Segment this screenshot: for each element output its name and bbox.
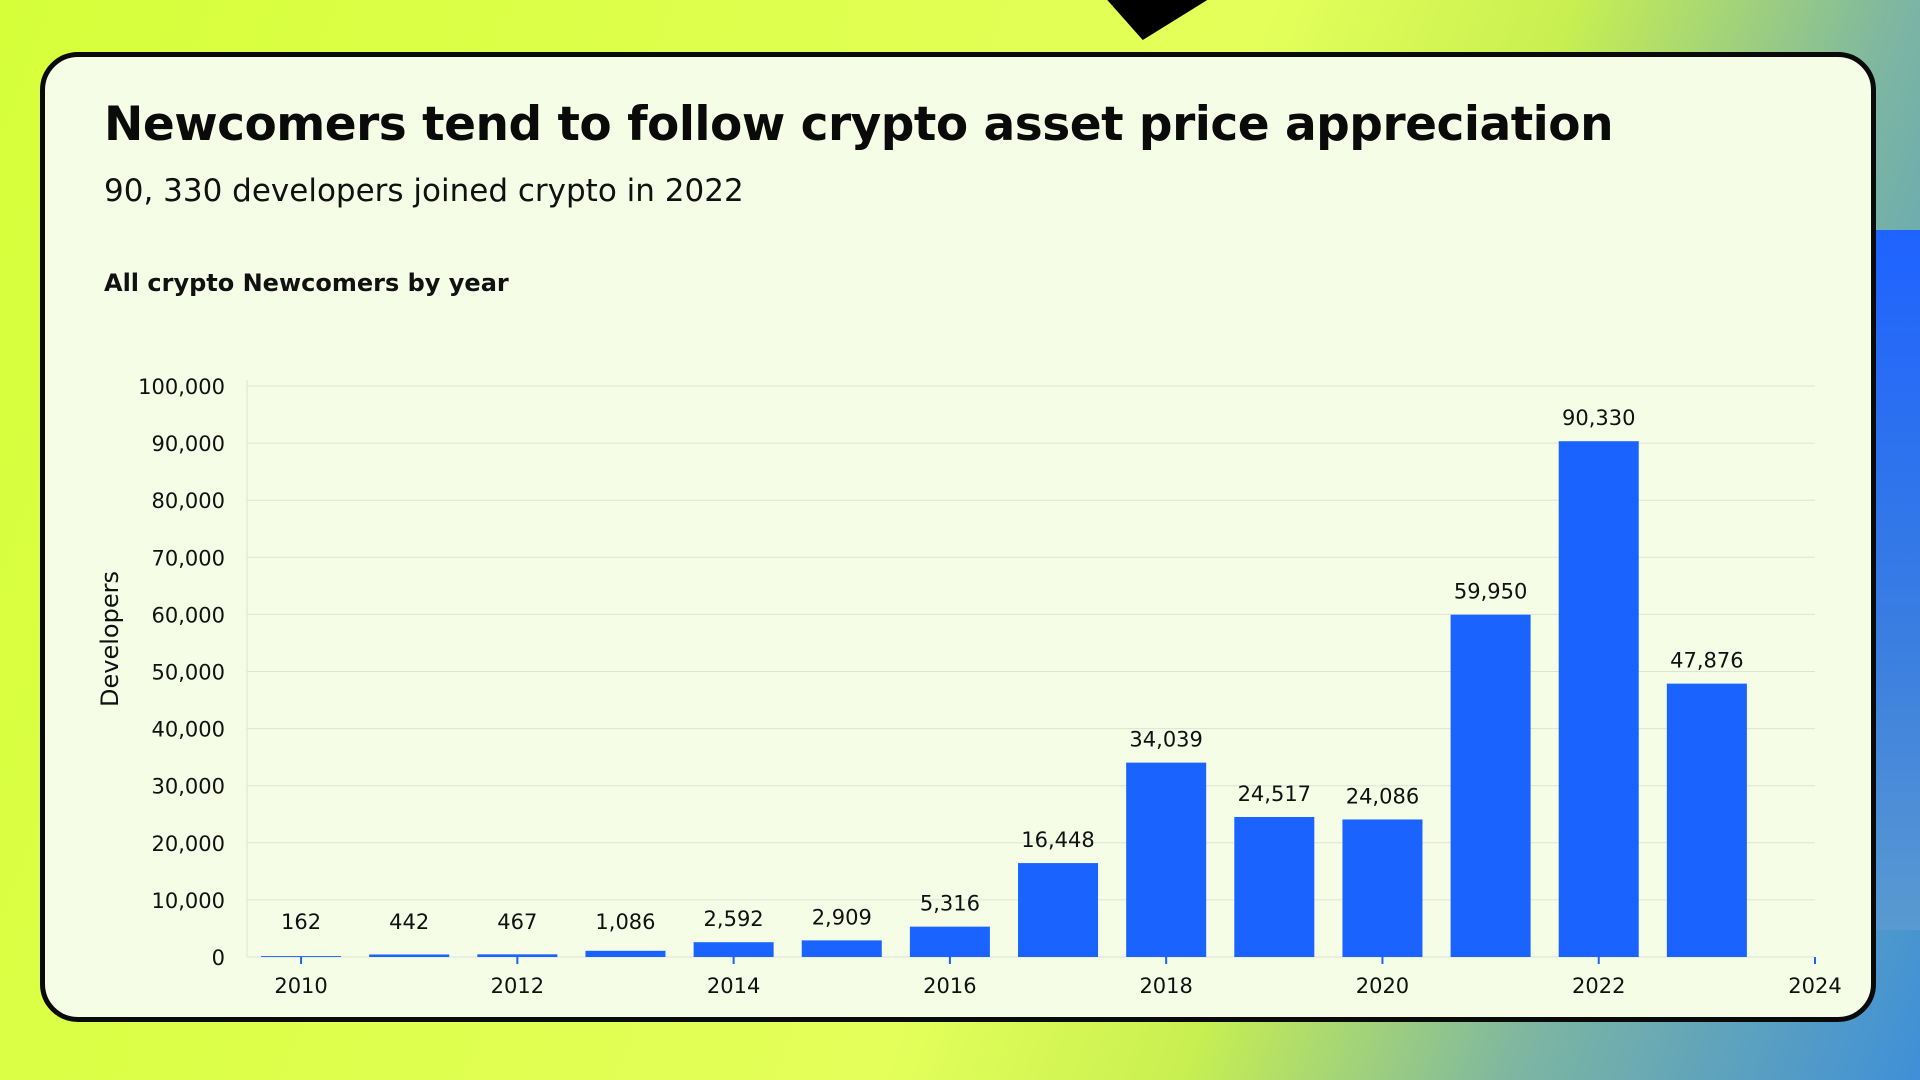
bar [1558,441,1639,957]
y-axis-label: Developers [96,571,124,707]
bar [1666,683,1747,957]
x-tick-label: 2024 [1788,974,1841,998]
data-label: 2,909 [812,905,872,929]
x-tick-label: 2012 [491,974,544,998]
bar [1342,819,1423,957]
bars [261,441,1747,957]
y-tick-label: 20,000 [152,832,225,856]
data-label: 2,592 [704,907,764,931]
data-labels: 162 442 467 1,086 2,592 2,909 5,316 16,448 34,03… [281,406,1744,934]
y-tick-label: 10,000 [152,889,225,913]
y-tick-label: 60,000 [152,603,225,627]
y-tick-label: 70,000 [152,546,225,570]
bar [1234,817,1315,957]
x-axis: 2010 2012 2014 2016 2018 2020 2022 2024 [274,957,1842,998]
data-label: 24,086 [1346,784,1419,808]
data-label: 162 [281,910,321,934]
y-axis: 0 10,000 20,000 30,000 40,000 50,000 60,000 70,… [138,375,248,970]
bar [1450,614,1531,957]
x-tick-label: 2022 [1572,974,1625,998]
data-label: 5,316 [920,892,980,916]
chart-heading: All crypto Newcomers by year [104,269,509,297]
bar [693,942,774,957]
y-tick-label: 40,000 [152,718,225,742]
data-label: 47,876 [1670,649,1743,673]
data-label: 1,086 [595,910,655,934]
y-tick-label: 80,000 [152,489,225,513]
data-label: 442 [389,910,429,934]
x-tick-label: 2010 [274,974,327,998]
page-title: Newcomers tend to follow crypto asset pr… [104,97,1614,152]
x-tick-label: 2016 [923,974,976,998]
data-label: 467 [497,910,537,934]
bar [801,940,882,957]
bar [477,954,558,957]
data-label: 34,039 [1129,728,1202,752]
bar [1126,762,1207,957]
data-label: 59,950 [1454,580,1527,604]
y-tick-label: 50,000 [152,661,225,685]
data-label: 90,330 [1562,406,1635,430]
data-label: 24,517 [1238,782,1311,806]
y-tick-label: 0 [212,946,225,970]
page-subtitle: 90, 330 developers joined crypto in 2022 [104,173,744,209]
data-label: 16,448 [1021,828,1094,852]
bar [261,956,342,957]
x-tick-label: 2020 [1356,974,1409,998]
y-tick-label: 90,000 [152,432,225,456]
bar [1018,863,1099,957]
y-tick-label: 100,000 [138,375,225,399]
x-tick-label: 2018 [1139,974,1192,998]
y-tick-label: 30,000 [152,775,225,799]
bar [585,950,666,957]
bar [909,926,990,957]
bar [369,954,450,957]
x-tick-label: 2014 [707,974,760,998]
